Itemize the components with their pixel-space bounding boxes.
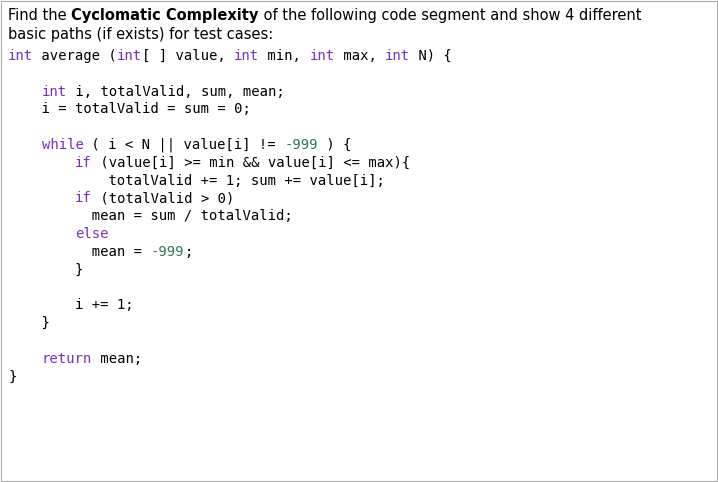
Text: }: } [8,263,83,277]
Text: (value[i] >= min && value[i] <= max){: (value[i] >= min && value[i] <= max){ [92,156,410,170]
Text: return: return [42,351,92,366]
Text: Cyclomatic Complexity: Cyclomatic Complexity [71,8,258,23]
Text: while: while [42,138,83,152]
Text: i, totalValid, sum, mean;: i, totalValid, sum, mean; [67,85,284,99]
Text: int: int [8,49,33,63]
Text: int: int [117,49,142,63]
Text: totalValid += 1; sum += value[i];: totalValid += 1; sum += value[i]; [8,174,385,187]
Text: i += 1;: i += 1; [8,298,134,312]
Text: basic paths (if exists) for test cases:: basic paths (if exists) for test cases: [8,27,274,42]
Text: int: int [309,49,335,63]
Text: min,: min, [259,49,309,63]
Text: int: int [234,49,259,63]
Text: [ ] value,: [ ] value, [142,49,234,63]
Text: }: } [8,369,17,383]
Text: ( i < N || value[i] !=: ( i < N || value[i] != [83,138,284,152]
Text: mean =: mean = [8,245,150,259]
Text: (totalValid > 0): (totalValid > 0) [92,191,234,205]
Text: int: int [42,85,67,99]
Text: mean;: mean; [92,351,142,366]
Text: if: if [75,191,92,205]
Text: max,: max, [335,49,385,63]
Text: i = totalValid = sum = 0;: i = totalValid = sum = 0; [8,102,251,116]
Text: ) {: ) { [318,138,351,152]
Text: }: } [8,316,50,330]
Text: mean = sum / totalValid;: mean = sum / totalValid; [8,209,293,223]
Text: if: if [75,156,92,170]
Text: -999: -999 [284,138,318,152]
Text: ;: ; [184,245,192,259]
Text: average (: average ( [33,49,117,63]
Text: Find the: Find the [8,8,71,23]
Text: int: int [385,49,410,63]
Text: -999: -999 [150,245,184,259]
Text: else: else [75,227,108,241]
Text: of the following code segment and show 4 different: of the following code segment and show 4… [258,8,641,23]
Text: N) {: N) { [410,49,452,63]
